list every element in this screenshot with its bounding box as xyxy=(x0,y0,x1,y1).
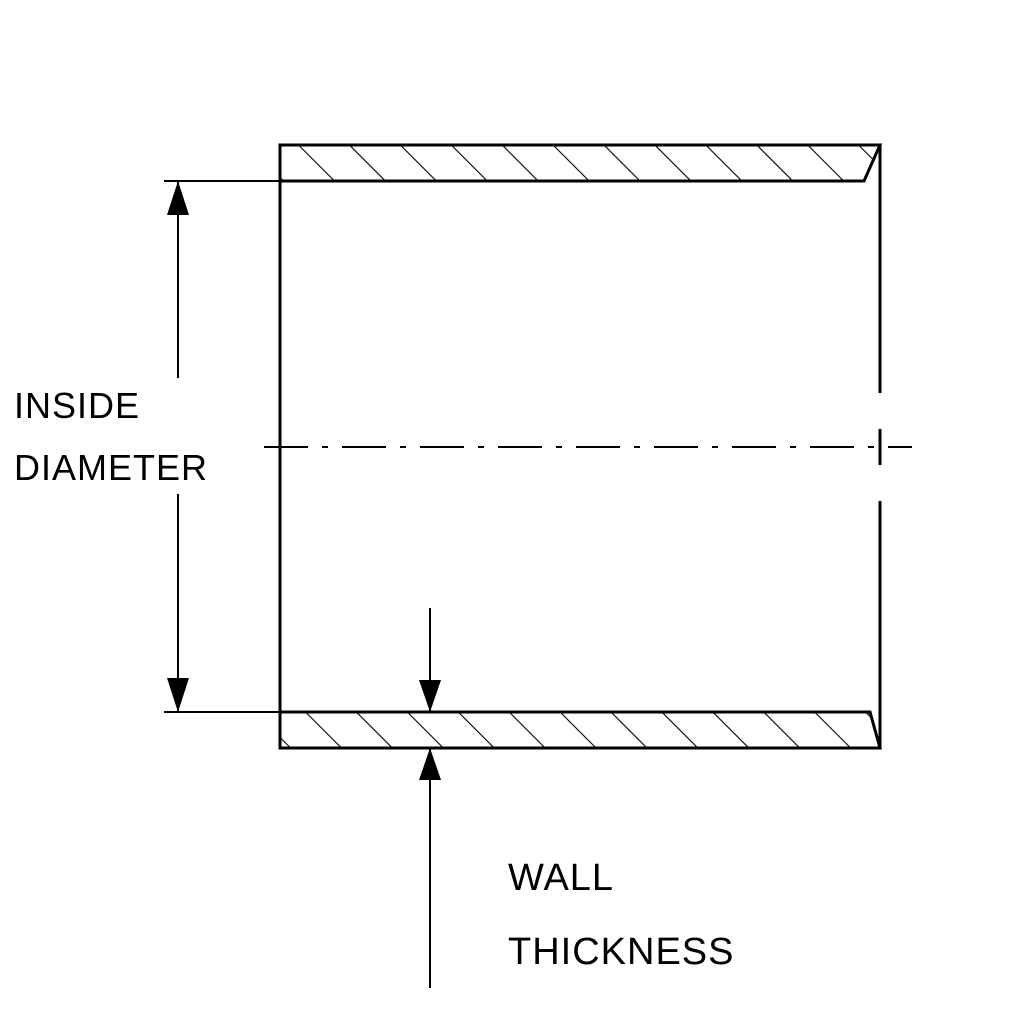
arrowhead xyxy=(419,748,441,780)
label-wall-1: WALL xyxy=(508,857,614,899)
right-edge-break-top xyxy=(876,393,890,429)
label-wall-2: THICKNESS xyxy=(508,931,734,973)
arrowhead xyxy=(419,680,441,712)
bottom-wall-section xyxy=(280,712,880,748)
arrowhead xyxy=(167,181,189,215)
tube-cross-section-diagram: INSIDE DIAMETER WALL THICKNESS xyxy=(0,0,1024,1020)
arrowhead xyxy=(167,678,189,712)
right-edge-break-bottom xyxy=(876,465,890,501)
top-wall-section xyxy=(280,145,880,181)
label-inside-diameter-2: DIAMETER xyxy=(14,447,208,488)
label-inside-diameter-1: INSIDE xyxy=(14,385,140,426)
